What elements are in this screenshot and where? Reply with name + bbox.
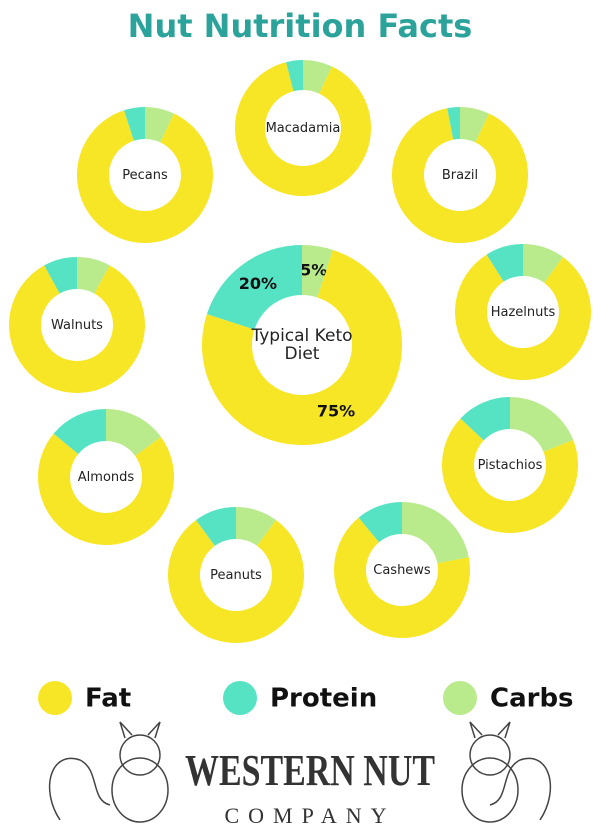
legend-label: Fat	[85, 684, 131, 714]
donut-segment	[460, 397, 510, 441]
donut-label: Cashews	[373, 563, 431, 578]
legend-label: Carbs	[490, 684, 574, 714]
donut-segment	[441, 418, 578, 533]
squirrel-right	[461, 721, 552, 823]
donut-segment	[358, 502, 402, 543]
donut-label: Walnuts	[51, 318, 103, 333]
donut-segment	[486, 244, 523, 282]
donut-segment	[145, 107, 174, 143]
legend-swatch	[443, 681, 477, 715]
donut-label: Brazil	[441, 168, 479, 183]
donut-segment	[206, 245, 302, 330]
value-label: 20%	[239, 274, 277, 293]
donut-segment	[236, 507, 276, 546]
donut-segment	[77, 257, 110, 294]
legend-label: Protein	[270, 684, 377, 714]
donut-segment	[334, 517, 470, 638]
donut-segment	[286, 60, 303, 92]
donut-label: Typical Keto Diet	[251, 326, 353, 364]
donut-segment	[8, 265, 145, 393]
donut-segment	[303, 60, 332, 94]
legend-swatch	[38, 681, 72, 715]
donut-segment	[460, 107, 489, 143]
squirrel-left	[48, 721, 169, 823]
donut-segment	[106, 409, 162, 456]
donut-segment	[302, 245, 333, 298]
donut-segment	[77, 110, 214, 244]
donut-segment	[168, 519, 304, 643]
donut-label: Hazelnuts	[490, 305, 556, 320]
donut-segment	[523, 244, 563, 283]
donut-label: Pistachios	[477, 458, 543, 473]
donut-label: Peanuts	[210, 568, 262, 583]
donut-label: Almonds	[77, 470, 135, 485]
donut-segment	[402, 502, 469, 564]
donut-label: Macadamia	[265, 121, 341, 136]
donut-segment	[447, 107, 460, 140]
donut-segment	[234, 62, 371, 196]
donut-segment	[196, 507, 236, 546]
donut-segment	[510, 397, 574, 452]
brand-sub: COMPANY	[224, 803, 395, 828]
value-label: 75%	[317, 401, 355, 420]
donut-segment	[53, 409, 106, 455]
donut-segment	[123, 107, 145, 141]
brand: WESTERN NUT	[185, 746, 435, 795]
donut-segment	[38, 433, 175, 546]
donut-segment	[44, 257, 77, 294]
legend-swatch	[223, 681, 257, 715]
donut-segment	[455, 254, 592, 380]
value-label: 5%	[300, 260, 327, 279]
title: Nut Nutrition Facts	[128, 7, 473, 45]
donut-segment	[392, 108, 528, 243]
donut-segment	[202, 249, 403, 445]
donut-label: Pecans	[122, 168, 168, 183]
